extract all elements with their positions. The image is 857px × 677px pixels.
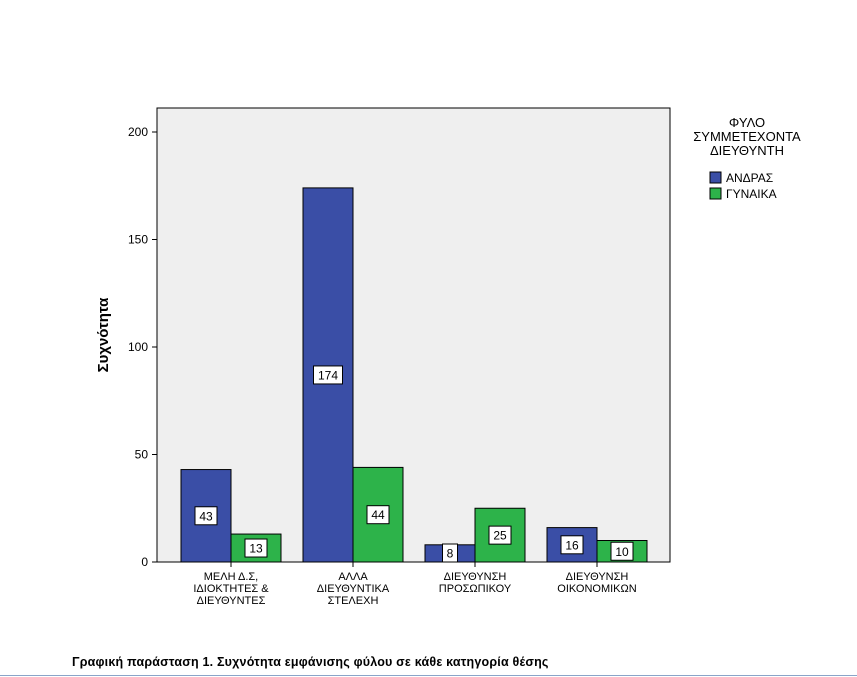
bars: 43 13 174 44 8 25 16 10 <box>180 187 648 563</box>
bar <box>474 507 526 563</box>
data-label-box <box>194 506 218 526</box>
y-tick-label: 200 <box>128 125 148 139</box>
x-tick-label: ΔΙΕΥΘΥΝΤΙΚΑ <box>317 583 390 595</box>
divider <box>0 675 857 676</box>
bar-chart: 0 50 100 150 200 43 13 174 44 8 25 16 10 ΜΕΛΗ Δ.Σ,Ι… <box>95 107 801 607</box>
data-label: 16 <box>565 538 579 552</box>
data-label-box <box>313 365 343 385</box>
data-label: 25 <box>493 529 507 543</box>
data-label: 44 <box>371 508 385 522</box>
plot-area <box>156 107 671 563</box>
legend-title: ΦΥΛΟ <box>729 115 765 130</box>
data-label-box <box>488 525 512 545</box>
y-tick-label: 50 <box>135 448 149 462</box>
data-label-box <box>560 535 584 555</box>
data-label-box <box>610 541 634 561</box>
figure-caption: Γραφική παράσταση 1. Συχνότητα εμφάνισης… <box>72 655 549 669</box>
x-tick-label: ΔΙΕΥΘΥΝΣΗ <box>566 571 629 583</box>
x-axis: ΜΕΛΗ Δ.Σ,ΙΔΙΟΚΤΗΤΕΣ &ΔΙΕΥΘΥΝΤΕΣΑΛΛΑΔΙΕΥΘ… <box>193 562 637 607</box>
y-axis-label: Συχνότητα <box>95 297 112 373</box>
y-tick-label: 0 <box>141 555 148 569</box>
data-label: 10 <box>615 545 629 559</box>
legend-swatch <box>709 171 722 184</box>
x-tick-label: ΟΙΚΟΝΟΜΙΚΩΝ <box>557 583 636 595</box>
legend-swatch <box>709 187 722 200</box>
y-tick-label: 100 <box>128 340 148 354</box>
x-tick-label: ΜΕΛΗ Δ.Σ, <box>204 571 259 583</box>
x-tick-label: ΙΔΙΟΚΤΗΤΕΣ & <box>193 583 269 595</box>
legend-title: ΔΙΕΥΘΥΝΤΗ <box>710 143 784 158</box>
legend-title: ΣΥΜΜΕΤΕΧΟΝΤΑ <box>693 129 801 144</box>
x-tick-label: ΑΛΛΑ <box>338 571 368 583</box>
y-axis: 0 50 100 150 200 <box>128 125 157 569</box>
legend-item: ΑΝΔΡΑΣ <box>726 171 773 185</box>
data-label-box <box>244 538 268 558</box>
x-tick-label: ΔΙΕΥΘΥΝΤΕΣ <box>197 595 266 607</box>
x-tick-label: ΔΙΕΥΘΥΝΣΗ <box>444 571 507 583</box>
x-tick-label: ΣΤΕΛΕΧΗ <box>328 595 379 607</box>
data-label: 13 <box>249 542 263 556</box>
data-label-box <box>366 505 390 525</box>
legend-item: ΓΥΝΑΙΚΑ <box>726 187 777 201</box>
data-label-box <box>442 543 458 563</box>
data-label: 43 <box>199 509 213 523</box>
y-tick-label: 150 <box>128 233 148 247</box>
x-tick-label: ΠΡΟΣΩΠΙΚΟΥ <box>439 583 512 595</box>
bar <box>546 527 598 563</box>
data-label: 174 <box>318 368 338 382</box>
data-label: 8 <box>447 547 454 561</box>
